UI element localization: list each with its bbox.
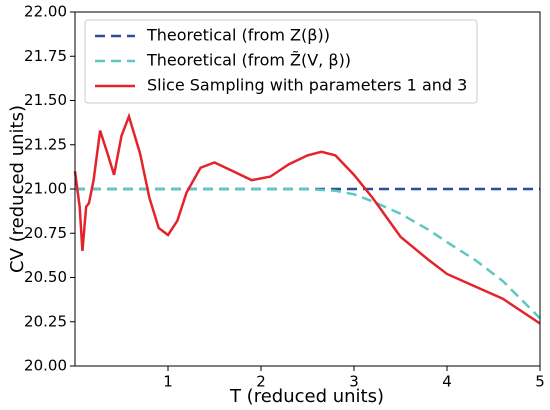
line bbox=[75, 187, 541, 320]
legend-label: Theoretical (from Z̃(V, β)) bbox=[146, 51, 351, 70]
x-tick-label: 3 bbox=[349, 373, 359, 391]
legend-box bbox=[84, 19, 478, 104]
x-tick-label: 1 bbox=[163, 373, 173, 391]
line bbox=[73, 112, 541, 325]
x-tick-label: 5 bbox=[535, 373, 545, 391]
legend-label: Slice Sampling with parameters 1 and 3 bbox=[147, 76, 467, 95]
y-tick-label: 21.75 bbox=[24, 47, 67, 65]
y-tick-label: 20.00 bbox=[24, 357, 67, 375]
y-tick-label: 22.00 bbox=[24, 3, 67, 21]
x-axis-label: T (reduced units) bbox=[229, 386, 384, 407]
y-tick-label: 21.00 bbox=[24, 180, 67, 198]
y-axis-label: CV (reduced units) bbox=[7, 105, 28, 273]
y-tick-label: 20.25 bbox=[24, 312, 67, 330]
y-tick-label: 20.75 bbox=[24, 224, 67, 242]
x-tick-label: 4 bbox=[442, 373, 452, 391]
y-tick-label: 20.50 bbox=[24, 268, 67, 286]
y-tick-label: 21.25 bbox=[24, 135, 67, 153]
x-tick-label: 2 bbox=[256, 373, 266, 391]
legend-label: Theoretical (from Z(β)) bbox=[146, 26, 330, 45]
plot-frame bbox=[74, 11, 541, 367]
y-tick-label: 21.50 bbox=[24, 91, 67, 109]
